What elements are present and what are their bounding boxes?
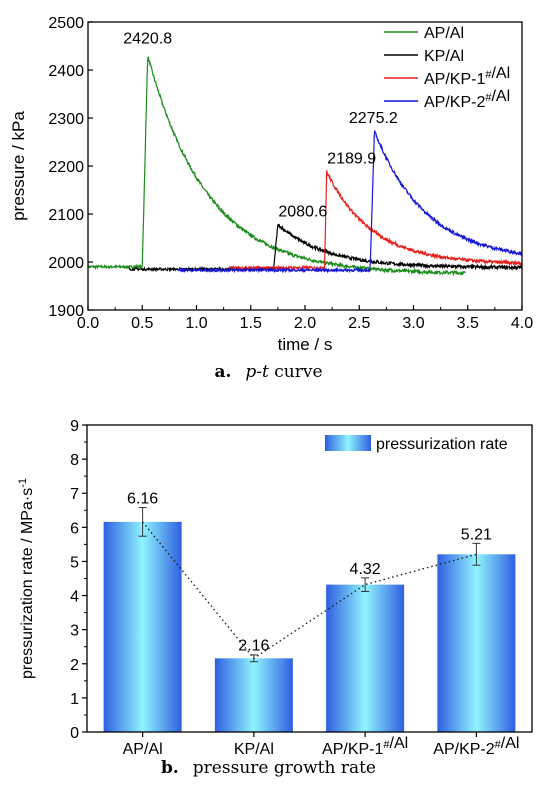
series-line-0 — [88, 57, 466, 275]
series-line-2 — [229, 170, 522, 269]
caption-a: a. p-t curve — [0, 362, 537, 382]
x-tick-label-2: 1.0 — [185, 315, 207, 332]
x-axis-label: time / s — [278, 335, 333, 354]
peak-label-0: 2420.8 — [123, 31, 172, 48]
x-tick-label-4: 2.0 — [294, 315, 316, 332]
bar-3 — [437, 554, 515, 732]
y-tick-label-6: 6 — [70, 520, 79, 537]
y-tick-label-1: 2000 — [48, 255, 84, 272]
pressurization-rate-chart: 6.16 2.16 4.32 5.21 0 1 2 3 4 5 6 7 8 9 AP/Al KP/Al AP/K… — [0, 395, 537, 793]
bar-2 — [326, 585, 404, 732]
y-tick-label-9: 9 — [70, 418, 79, 435]
x-tick-label-6: 3.0 — [402, 315, 424, 332]
y-tick-label-1: 1 — [70, 691, 79, 708]
caption-b-text: pressure growth rate — [193, 758, 376, 778]
legend-label-2: AP/KP-1#/Al — [424, 65, 510, 88]
value-label-3: 5.21 — [461, 526, 492, 543]
value-label-2: 4.32 — [350, 561, 381, 578]
caption-a-suffix: curve — [269, 362, 323, 382]
caption-b: b. pressure growth rate — [0, 758, 537, 778]
y-tick-label-4: 4 — [70, 589, 79, 606]
legend-label: pressurization rate — [376, 436, 508, 453]
category-label-0: AP/Al — [123, 741, 163, 758]
y-tick-label-7: 7 — [70, 486, 79, 503]
legend-label-0: AP/Al — [424, 25, 464, 42]
y-tick-label-4: 2300 — [48, 111, 84, 128]
x-tick-label-1: 0.5 — [131, 315, 153, 332]
y-tick-label-2: 2100 — [48, 207, 84, 224]
legend-label-3: AP/KP-2#/Al — [424, 88, 510, 111]
x-tick-label-5: 2.5 — [348, 315, 370, 332]
x-tick-label-7: 3.5 — [457, 315, 479, 332]
bar-0 — [104, 522, 182, 732]
y-tick-label-5: 5 — [70, 554, 79, 571]
trend-line — [143, 522, 477, 658]
caption-b-letter: b. — [161, 758, 179, 778]
value-label-0: 6.16 — [127, 491, 158, 508]
category-label-2: AP/KP-1#/Al — [322, 735, 408, 758]
pressurization-rate-chart-panel: 6.16 2.16 4.32 5.21 0 1 2 3 4 5 6 7 8 9 AP/Al KP/Al AP/K… — [0, 395, 537, 793]
y-tick-label-0: 0 — [70, 725, 79, 742]
x-tick-label-8: 4.0 — [511, 315, 533, 332]
bar-1 — [215, 658, 293, 732]
caption-a-prefix: p-t — [245, 362, 268, 382]
legend-label-1: KP/Al — [424, 48, 464, 65]
peak-label-1: 2080.6 — [278, 203, 327, 220]
y-tick-label-2: 2 — [70, 657, 79, 674]
y-axis-label: pressure / kPa — [9, 111, 28, 221]
peak-label-2: 2189.9 — [327, 151, 376, 168]
caption-a-letter: a. — [214, 362, 231, 382]
x-tick-label-0: 0.0 — [77, 315, 99, 332]
legend-swatch — [325, 435, 371, 451]
pressure-time-chart-panel: 1900 2000 2100 2200 2300 2400 2500 0.0 0.5 1.0 1.5… — [0, 0, 537, 395]
y-tick-label-6: 2500 — [48, 15, 84, 32]
category-label-1: KP/Al — [234, 741, 274, 758]
value-label-1: 2.16 — [238, 637, 269, 654]
y-tick-label-5: 2400 — [48, 63, 84, 80]
y-tick-label-3: 2200 — [48, 159, 84, 176]
category-label-3: AP/KP-2#/Al — [433, 735, 519, 758]
y-tick-label-8: 8 — [70, 452, 79, 469]
peak-label-3: 2275.2 — [349, 110, 398, 127]
y-axis-label: pressurization rate / MPa·s-1 — [17, 478, 36, 679]
x-tick-label-3: 1.5 — [240, 315, 262, 332]
y-tick-label-3: 3 — [70, 623, 79, 640]
